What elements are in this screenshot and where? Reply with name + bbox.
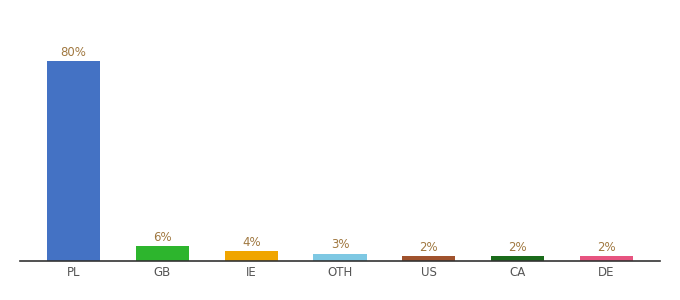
Bar [47,61,100,261]
Text: 2%: 2% [420,241,438,254]
Text: 2%: 2% [508,241,527,254]
Text: 3%: 3% [330,238,350,251]
Bar [402,256,456,261]
Bar [579,256,633,261]
Text: 6%: 6% [153,231,172,244]
Bar [491,256,544,261]
Bar [313,254,367,261]
Text: 80%: 80% [61,46,86,59]
Bar [136,246,189,261]
Text: 4%: 4% [242,236,260,249]
Text: 2%: 2% [597,241,615,254]
Bar [224,251,278,261]
